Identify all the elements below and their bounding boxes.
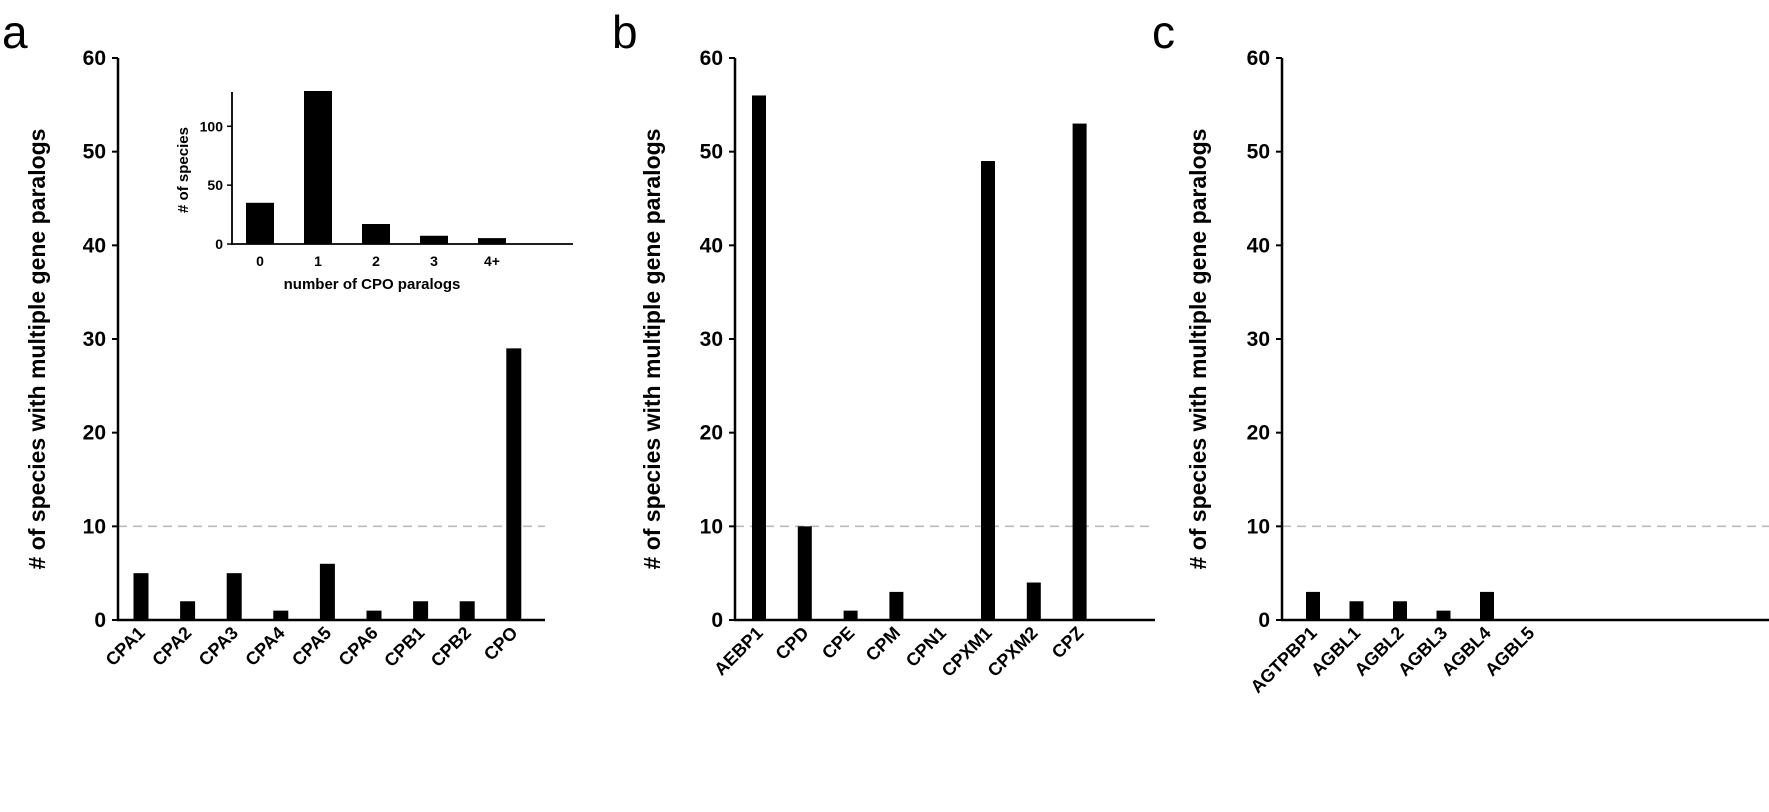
panel-letter: a [2,6,28,58]
bar-AGBL2 [1393,601,1407,620]
inset-bar-3 [420,235,448,244]
x-tick-label: CPXM1 [938,623,996,681]
x-tick-label: CPA1 [102,623,149,670]
inset-y-tick-label: 50 [207,177,223,193]
y-tick-label: 0 [1258,609,1270,632]
inset-x-tick-label: 0 [256,253,264,269]
bar-CPA3 [226,573,242,620]
inset-bar-0 [246,202,274,244]
x-tick-label: CPO [480,623,522,665]
y-tick-label: 60 [83,47,106,70]
x-tick-label: CPXM2 [984,623,1042,681]
bar-CPE [843,610,858,620]
x-tick-label: CPZ [1048,623,1088,663]
x-tick-label: AGTPBP1 [1247,623,1321,697]
y-tick-label: 0 [94,609,106,632]
bar-AGBL1 [1349,601,1364,620]
bar-CPXM2 [1026,582,1041,620]
x-tick-label: AGBL5 [1481,623,1538,680]
x-tick-label: CPM [862,623,904,665]
y-tick-label: 20 [83,422,106,445]
y-tick-label: 40 [83,234,106,257]
y-tick-label: 60 [700,47,723,70]
bar-CPO [506,348,522,620]
inset-x-tick-label: 1 [314,253,322,269]
x-tick-label: CPE [818,623,858,663]
bar-AGTPBP1 [1306,591,1320,620]
x-tick-label: CPA4 [241,623,288,670]
y-tick-label: 30 [700,328,723,351]
bar-CPA5 [319,563,335,620]
inset-chart: 0 50 100 # of species 0 1 2 3 4+ number of CPO pa… [175,91,573,293]
inset-x-tick-label: 2 [372,253,380,269]
y-tick-label: 10 [700,515,723,538]
y-tick-label: 30 [1247,328,1270,351]
bar-AGBL3 [1436,610,1451,620]
bar-CPA2 [180,601,196,620]
chart-panel-c: c 0 10 20 30 40 50 60 # of species with multiple… [1152,6,1769,697]
x-tick-label: CPA3 [195,623,242,670]
inset-bar-4+ [478,238,506,244]
inset-y-tick-label: 0 [215,236,223,252]
inset-x-axis-label: number of CPO paralogs [284,276,461,293]
bar-CPZ [1072,123,1087,621]
y-tick-label: 10 [83,515,106,538]
y-tick-label: 30 [83,328,106,351]
panel-letter: c [1152,6,1175,58]
y-tick-label: 20 [1247,422,1270,445]
x-tick-label: CPA5 [288,623,335,670]
x-tick-label: CPB2 [427,623,475,671]
bar-CPB1 [413,601,429,620]
bar-CPA4 [273,610,289,620]
y-tick-label: 40 [700,234,723,257]
bar-CPM [889,591,904,620]
x-tick-label: CPD [772,623,813,664]
bar-CPA6 [366,610,382,620]
x-tick-label: CPA2 [148,623,195,670]
y-tick-label: 60 [1247,47,1270,70]
y-tick-label: 50 [1247,141,1270,164]
x-tick-label: CPA6 [335,623,382,670]
inset-bar-1 [304,91,332,244]
bar-CPXM1 [981,161,995,621]
bar-CPD [797,526,812,620]
inset-bar-2 [362,223,390,244]
inset-y-axis-label: # of species [175,127,192,213]
y-tick-label: 50 [83,141,106,164]
bar-CPA1 [133,573,149,620]
bar-CPB2 [459,601,475,620]
inset-y-tick-label: 100 [200,118,224,134]
panel-letter: b [612,6,638,58]
bar-AGBL4 [1480,591,1494,620]
y-tick-label: 0 [711,609,723,632]
y-tick-label: 20 [700,422,723,445]
inset-x-tick-label: 4+ [484,253,500,269]
y-tick-label: 10 [1247,515,1270,538]
y-axis-label: # of species with multiple gene paralogs [639,129,665,570]
inset-x-tick-label: 3 [430,253,438,269]
bar-AEBP1 [752,95,766,620]
y-axis-label: # of species with multiple gene paralogs [24,129,50,570]
y-tick-label: 40 [1247,234,1270,257]
chart-panel-b: b 0 10 20 30 40 50 60 # of species with multiple… [612,6,1155,681]
y-tick-label: 50 [700,141,723,164]
x-tick-label: CPB1 [380,623,428,671]
y-axis-label: # of species with multiple gene paralogs [1185,129,1211,570]
